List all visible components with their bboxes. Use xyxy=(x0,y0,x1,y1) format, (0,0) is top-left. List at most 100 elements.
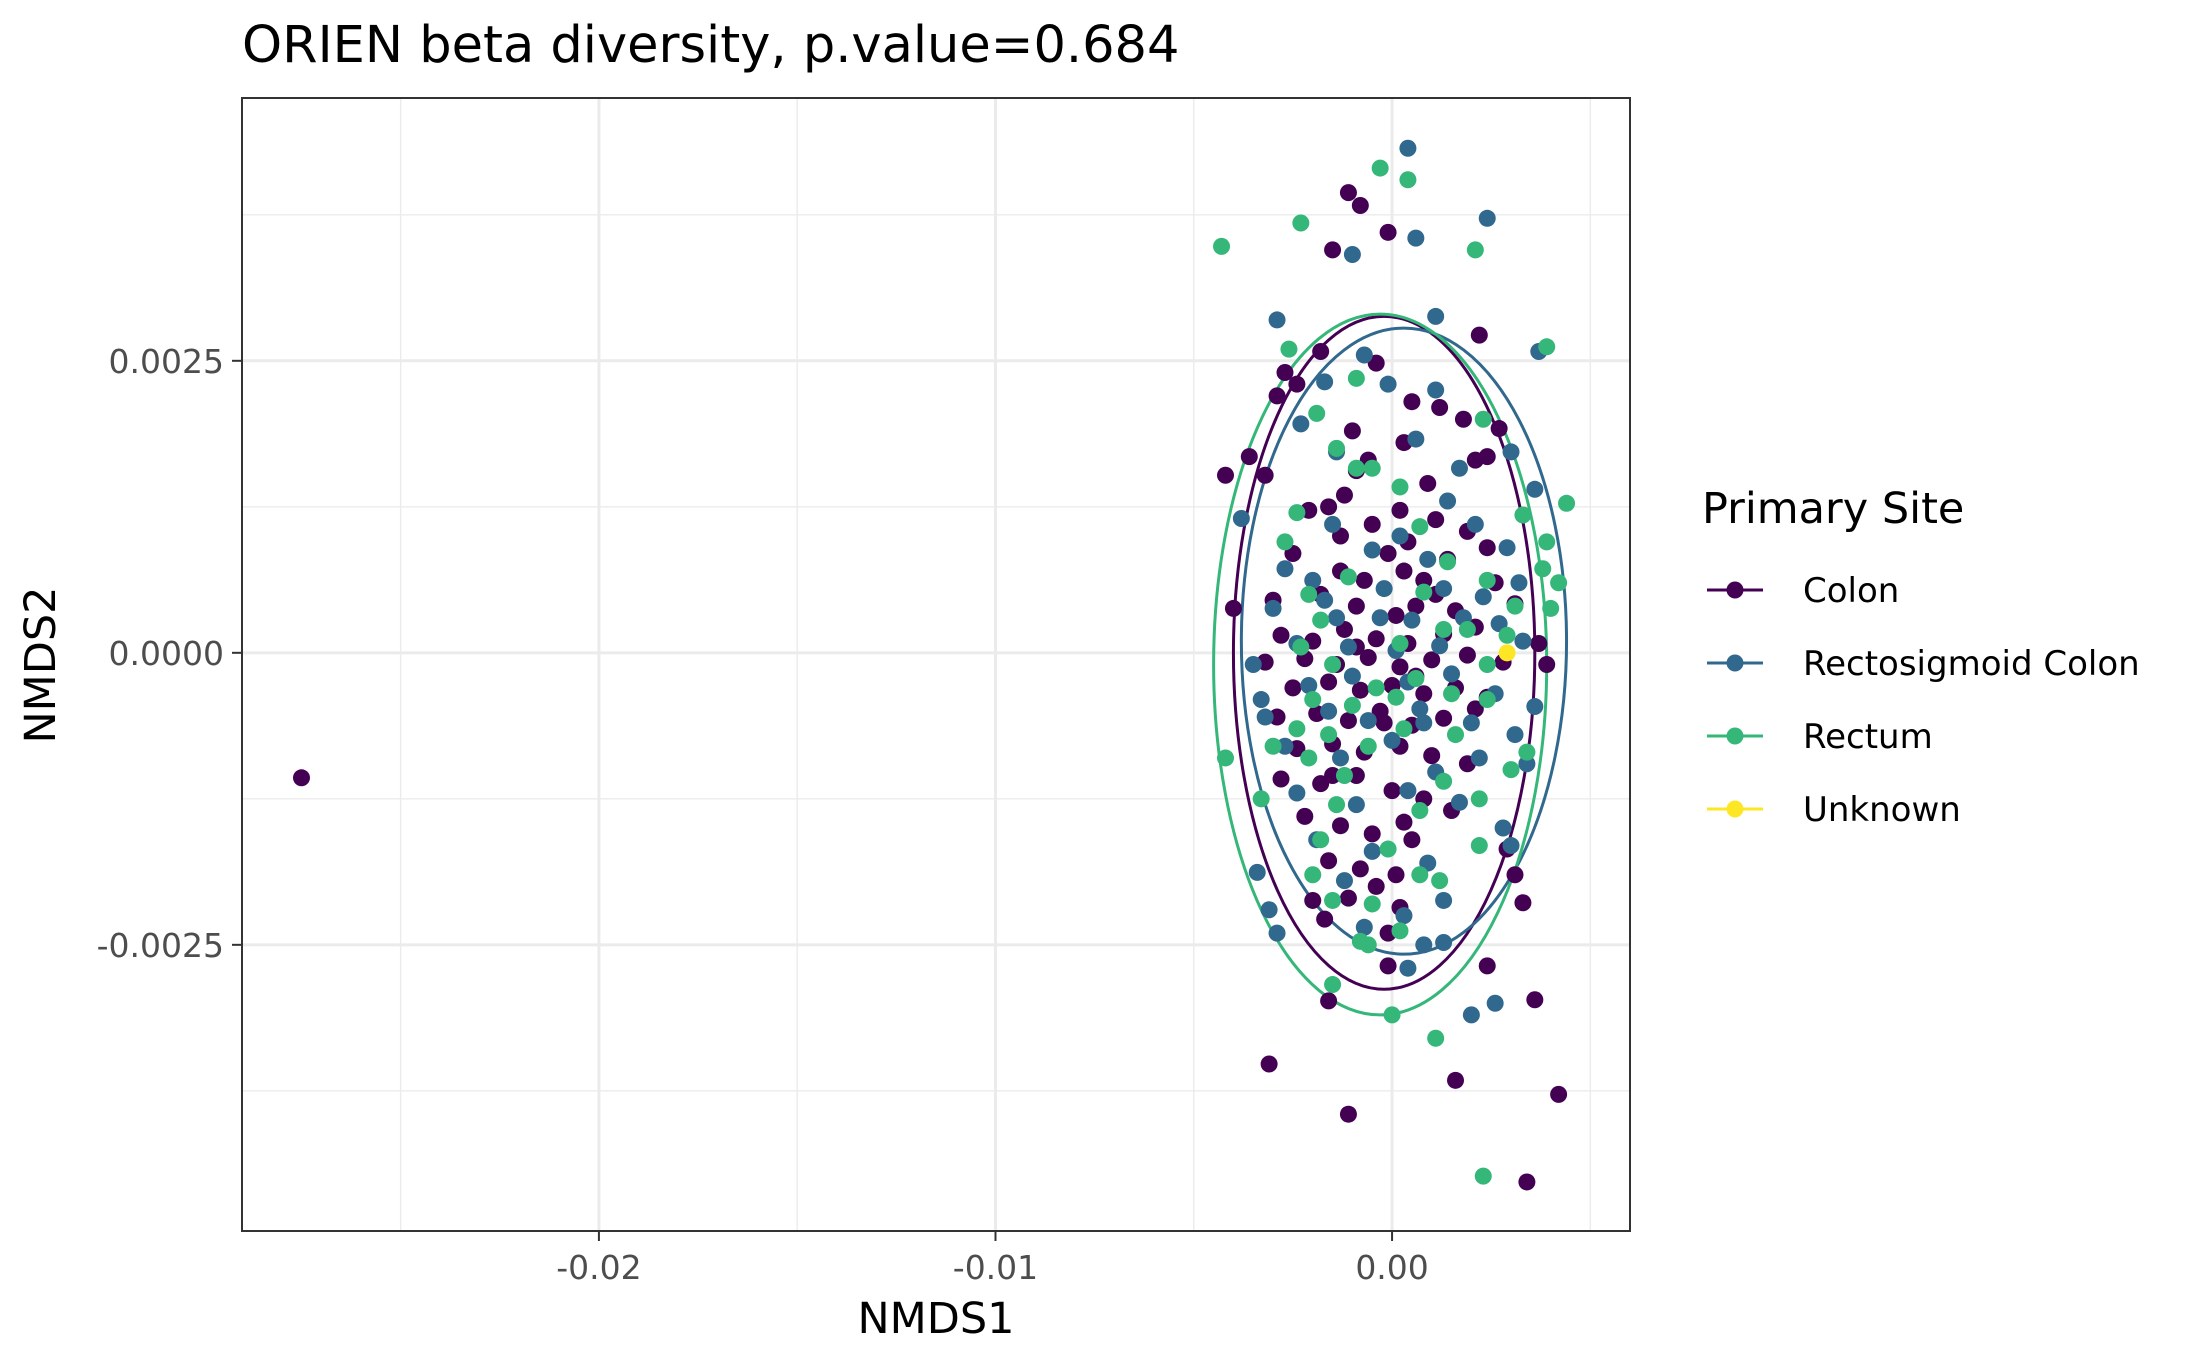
plot-panel-border xyxy=(241,97,1631,1232)
point-colon xyxy=(1447,1071,1465,1089)
legend: Primary Site Colon Rectosigmoid Colon Rect… xyxy=(1702,484,2140,830)
point-rectosigmoid-colon xyxy=(1526,480,1544,498)
point-rectosigmoid-colon xyxy=(1292,415,1310,433)
point-rectum xyxy=(1514,506,1532,524)
point-rectosigmoid-colon xyxy=(1339,638,1357,656)
point-colon xyxy=(1339,1105,1357,1123)
point-rectum xyxy=(1312,611,1330,629)
point-rectum xyxy=(1288,720,1306,738)
point-rectum xyxy=(1470,837,1488,855)
point-colon xyxy=(1391,501,1409,519)
point-colon xyxy=(1423,651,1441,669)
point-rectosigmoid-colon xyxy=(1395,907,1413,925)
point-rectum xyxy=(1478,656,1496,673)
point-rectum xyxy=(1435,620,1453,638)
point-rectum xyxy=(1391,478,1409,496)
legend-items: Colon Rectosigmoid Colon Rectum Unknown xyxy=(1707,571,2140,830)
point-colon xyxy=(1296,807,1314,825)
point-rectosigmoid-colon xyxy=(1316,591,1334,609)
point-colon xyxy=(1324,766,1342,784)
point-rectum xyxy=(1288,504,1306,522)
x-axis-title: NMDS1 xyxy=(857,1294,1014,1344)
point-colon xyxy=(292,769,310,787)
point-rectum xyxy=(1478,691,1496,709)
x-tick-label: -0.02 xyxy=(556,1248,641,1287)
point-rectum xyxy=(1534,560,1552,578)
point-rectosigmoid-colon xyxy=(1264,599,1282,617)
point-rectosigmoid-colon xyxy=(1316,373,1334,391)
point-colon xyxy=(1339,184,1357,202)
point-rectosigmoid-colon xyxy=(1328,609,1346,627)
point-colon xyxy=(1379,957,1397,975)
point-colon xyxy=(1379,545,1397,563)
point-rectum xyxy=(1347,369,1365,387)
point-colon xyxy=(1268,708,1286,726)
point-rectosigmoid-colon xyxy=(1470,749,1488,767)
point-colon xyxy=(1363,825,1381,843)
chart-title: ORIEN beta diversity, p.value=0.684 xyxy=(242,16,1179,75)
point-rectosigmoid-colon xyxy=(1268,311,1286,329)
point-colon xyxy=(1427,511,1445,529)
legend-label-unknown: Unknown xyxy=(1803,790,1961,830)
point-colon xyxy=(1387,606,1405,624)
point-rectosigmoid-colon xyxy=(1324,515,1342,533)
point-rectum xyxy=(1447,726,1465,744)
point-rectum xyxy=(1320,726,1338,744)
point-rectum xyxy=(1458,620,1476,638)
point-rectum xyxy=(1550,574,1568,592)
point-colon xyxy=(1454,410,1472,428)
ellipse-colon xyxy=(1231,314,1537,991)
point-rectum xyxy=(1292,638,1310,656)
point-colon xyxy=(1403,831,1421,849)
point-colon xyxy=(1538,656,1556,673)
point-rectosigmoid-colon xyxy=(1474,588,1492,606)
point-rectum xyxy=(1435,772,1453,790)
point-colon xyxy=(1514,894,1532,912)
y-axis: 0.0025 0.0000 -0.0025 xyxy=(97,342,242,965)
point-colon xyxy=(1391,658,1409,676)
point-rectosigmoid-colon xyxy=(1276,737,1294,755)
point-rectosigmoid-colon xyxy=(1427,381,1445,399)
y-tick-label: -0.0025 xyxy=(97,926,224,965)
y-tick-label: 0.0025 xyxy=(109,342,224,381)
y-tick-label: 0.0000 xyxy=(109,634,224,673)
point-rectosigmoid-colon xyxy=(1478,209,1496,227)
point-colon xyxy=(1403,393,1421,411)
point-rectum xyxy=(1383,1006,1401,1024)
x-tick-label: -0.01 xyxy=(953,1248,1038,1287)
point-rectum xyxy=(1387,688,1405,706)
point-colon xyxy=(1320,992,1338,1010)
point-rectosigmoid-colon xyxy=(1415,936,1433,954)
point-colon xyxy=(1332,817,1350,835)
point-rectum xyxy=(1506,597,1524,615)
point-colon xyxy=(1320,498,1338,516)
point-rectum xyxy=(1470,790,1488,808)
point-colon xyxy=(1355,571,1373,589)
point-rectosigmoid-colon xyxy=(1526,698,1544,716)
point-rectum xyxy=(1411,866,1429,884)
point-rectum xyxy=(1351,932,1369,950)
point-colon xyxy=(1288,375,1306,393)
point-rectum xyxy=(1474,1167,1492,1185)
point-rectosigmoid-colon xyxy=(1371,609,1389,627)
point-rectum xyxy=(1538,338,1556,356)
point-rectosigmoid-colon xyxy=(1486,994,1504,1012)
point-rectosigmoid-colon xyxy=(1256,708,1274,726)
point-rectosigmoid-colon xyxy=(1506,726,1524,744)
point-colon xyxy=(1490,420,1508,438)
point-colon xyxy=(1518,1173,1536,1191)
point-rectum xyxy=(1328,439,1346,457)
point-rectum xyxy=(1292,214,1310,232)
plot-panel xyxy=(242,98,1630,1231)
point-rectosigmoid-colon xyxy=(1383,731,1401,749)
point-colon xyxy=(1387,866,1405,884)
point-colon xyxy=(1363,515,1381,533)
point-rectum xyxy=(1300,749,1318,767)
point-colon xyxy=(1383,782,1401,800)
point-rectosigmoid-colon xyxy=(1335,872,1353,890)
point-rectosigmoid-colon xyxy=(1276,560,1294,578)
point-colon xyxy=(1276,363,1294,381)
point-colon xyxy=(1347,766,1365,784)
point-rectosigmoid-colon xyxy=(1435,580,1453,598)
